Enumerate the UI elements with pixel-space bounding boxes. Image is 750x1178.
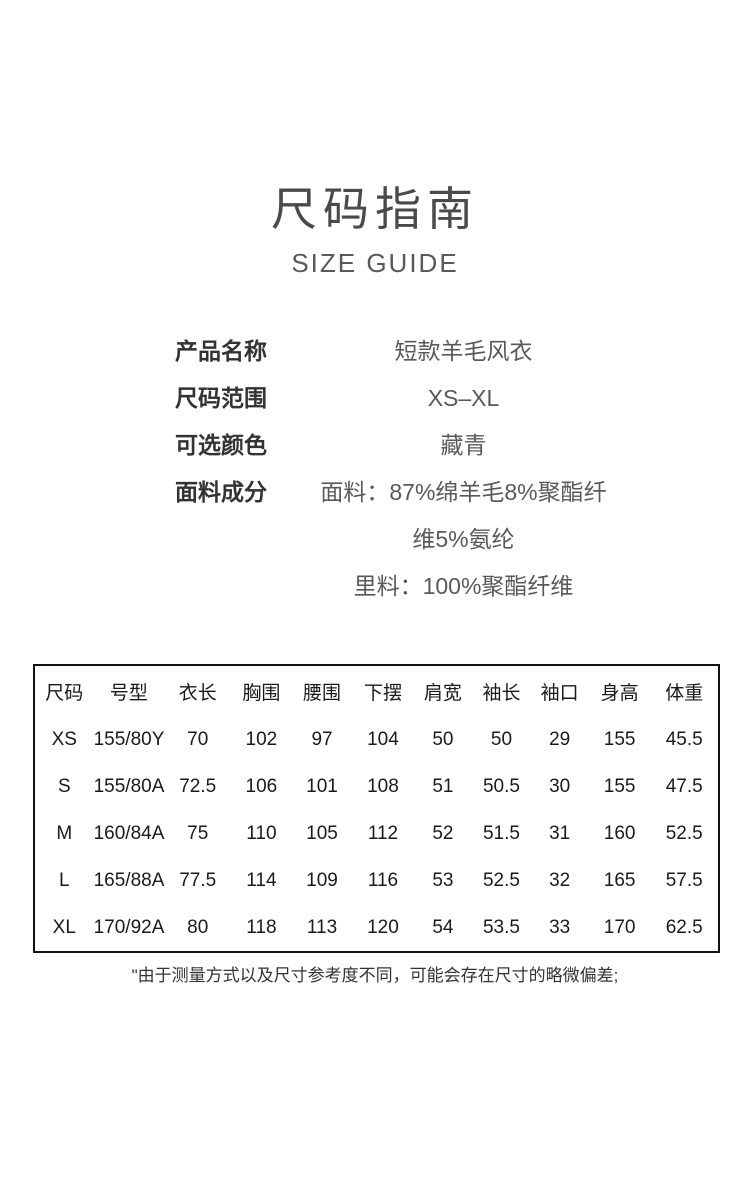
info-value: XS–XL [287,375,640,422]
table-cell: 75 [187,822,209,844]
table-cell: 108 [367,775,399,797]
table-cell: L [59,869,70,891]
table-cell: 105 [306,822,338,844]
info-value: 短款羊毛风衣 [287,328,640,375]
info-label: 面料成分 [175,479,267,505]
table-row: XL 170/92A 80 118 113 120 54 53.5 33 170 62.5 [34,904,719,952]
table-cell: 80 [187,916,209,938]
table-cell: XS [51,728,77,750]
table-cell: 104 [367,728,399,750]
table-cell: 106 [245,775,278,797]
table-cell: 170 [603,916,636,938]
page-title: 尺码指南 [271,184,479,235]
table-cell: 29 [549,728,571,750]
table-cell: 52.5 [665,822,703,844]
table-cell: 160 [603,822,636,844]
footer-note: "由于测量方式以及尺寸参考度不同，可能会存在尺寸的略微偏差; [131,966,619,985]
table-cell: 110 [246,822,277,844]
size-table-body: XS 155/80Y 70 102 97 104 50 50 29 155 45.5 S 155/80A… [34,716,719,952]
table-header-cell: 胸围 [242,682,281,704]
table-header-cell: 袖口 [540,682,579,704]
info-value: 藏青 [287,422,640,469]
table-cell: 114 [246,869,277,891]
table-cell: 155/80A [93,775,165,797]
table-cell: 51 [432,775,454,797]
table-cell: 113 [306,916,338,938]
table-cell: 165 [603,869,636,891]
product-info-section: 产品名称 短款羊毛风衣 尺码范围 XS–XL 可选颜色 藏青 面料成分 面料：87%绵羊毛8%… [0,328,750,610]
info-value-line: 里料：100%聚酯纤维 [353,573,574,599]
info-row: 面料成分 面料：87%绵羊毛8%聚酯纤 维5%氨纶 里料：100%聚酯纤维 [0,469,750,610]
info-label: 尺码范围 [175,385,267,411]
info-value: 面料：87%绵羊毛8%聚酯纤 维5%氨纶里料：100%聚酯纤维 [287,469,640,610]
table-cell: 170/92A [93,916,165,938]
table-cell: 50 [490,728,513,750]
table-cell: 62.5 [665,916,703,938]
table-cell: 32 [549,869,571,891]
info-row: 可选颜色 藏青 [0,422,750,469]
table-header-cell: 肩宽 [423,682,462,704]
table-cell: 72.5 [179,775,217,797]
table-cell: XL [52,916,76,938]
info-value-line: 维5%氨纶 [412,526,515,552]
table-cell: 160/84A [93,822,165,844]
table-cell: 30 [549,775,571,797]
table-cell: 109 [306,869,338,891]
table-cell: 155 [603,728,636,750]
table-cell: 33 [549,916,571,938]
table-cell: 155 [603,775,636,797]
table-header-cell: 身高 [600,682,639,704]
info-row: 产品名称 短款羊毛风衣 [0,328,750,375]
table-cell: 53.5 [482,916,520,938]
table-header-cell: 衣长 [178,682,217,704]
table-cell: 54 [432,916,454,938]
table-header-cell: 腰围 [303,682,342,704]
table-cell: 53 [432,869,454,891]
table-header-cell: 号型 [109,682,148,704]
info-value-line: 短款羊毛风衣 [394,338,533,364]
table-row: M 160/84A 75 110 105 112 52 51.5 31 160 52.5 [34,810,719,857]
table-row: S 155/80A 72.5 106 101 108 51 50.5 30 155 47.5 [34,763,719,810]
table-cell: 31 [549,822,571,844]
table-cell: 52.5 [482,869,520,891]
table-cell: 45.5 [665,728,703,750]
table-cell: 116 [367,869,399,891]
info-value-line: 藏青 [440,432,487,458]
info-value-line: 面料：87%绵羊毛8%聚酯纤 [320,479,607,505]
table-cell: M [56,822,73,844]
table-cell: S [57,775,71,797]
table-cell: 57.5 [665,869,703,891]
info-label: 产品名称 [175,338,267,364]
info-row: 尺码范围 XS–XL [0,375,750,422]
table-header-cell: 下摆 [363,682,402,704]
table-cell: 118 [246,916,277,938]
table-cell: 97 [311,728,333,750]
table-cell: 112 [367,822,399,844]
table-cell: 101 [306,775,338,797]
table-cell: 165/88A [93,869,165,891]
table-cell: 52 [432,822,454,844]
table-cell: 70 [187,728,209,750]
table-row: L 165/88A 77.5 114 109 116 53 52.5 32 165 57.5 [34,857,719,904]
table-header-row: 尺码 号型 衣长 胸围 腰围 下摆 肩宽 袖长 袖口 身高 体重 [34,665,719,716]
table-header-cell: 体重 [665,682,704,704]
page-subtitle: SIZE GUIDE [291,248,459,278]
info-label: 可选颜色 [175,432,267,458]
table-cell: 47.5 [665,775,703,797]
table-header-cell: 尺码 [45,682,84,704]
table-cell: 50 [432,728,454,750]
table-row: XS 155/80Y 70 102 97 104 50 50 29 155 45.5 [34,716,719,763]
info-value-line: XS–XL [427,385,500,411]
table-cell: 155/80Y [93,728,165,750]
size-table: 尺码 号型 衣长 胸围 腰围 下摆 肩宽 袖长 袖口 身高 体重 XS 155/80Y 70 102 97 1… [33,664,720,953]
table-cell: 51.5 [482,822,520,844]
table-header-cell: 袖长 [482,682,521,704]
table-cell: 50.5 [482,775,520,797]
size-table-head: 尺码 号型 衣长 胸围 腰围 下摆 肩宽 袖长 袖口 身高 体重 [34,665,719,716]
table-cell: 77.5 [179,869,217,891]
table-cell: 102 [245,728,278,750]
table-cell: 120 [367,916,399,938]
